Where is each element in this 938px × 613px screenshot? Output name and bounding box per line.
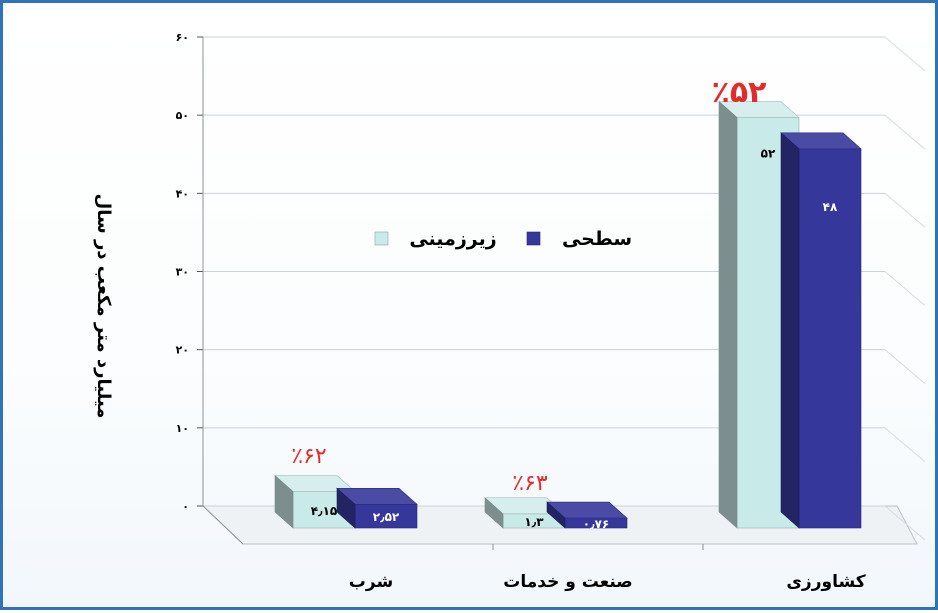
gridline-depth	[884, 192, 926, 228]
bar-value-label: ۲٫۵۲	[373, 510, 400, 524]
legend-swatch	[374, 231, 389, 246]
y-tick-label: ۴۰	[176, 187, 189, 200]
gridline-depth	[884, 271, 926, 306]
bar-value-label: ۱٫۳	[524, 515, 544, 529]
category-label: کشاورزی	[786, 572, 865, 592]
y-tick-label: ۰	[182, 500, 189, 513]
y-tick-label: ۶۰	[176, 31, 189, 44]
gridline-depth	[884, 427, 926, 463]
gridline-depth	[884, 349, 926, 385]
legend-label: زیرزمینی	[409, 228, 496, 250]
y-tick-label: ۱۰	[176, 422, 189, 435]
bar-side-face	[718, 100, 738, 529]
bar-side-face	[336, 487, 356, 529]
category-label: شرب	[349, 572, 393, 592]
y-axis-depth	[202, 505, 244, 545]
gridline-depth	[884, 114, 926, 150]
bar-side-face	[274, 474, 294, 529]
bar-value-label: ۰٫۷۶	[583, 517, 609, 531]
percent-label: ٪۵۲	[712, 75, 767, 110]
bar-value-label: ۵۲	[761, 147, 776, 161]
y-tick-label: ۵۰	[176, 109, 189, 122]
category-label: صنعت و خدمات	[503, 572, 632, 592]
legend-swatch	[526, 231, 541, 246]
bar-chart: ۰ ۱۰ ۲۰ ۳۰ ۴۰ ۵۰ ۶۰ ۴٫۱۵ ۲٫۵۲ شرب ٪۶۲ ۱٫۳ ۰٫۷۶ صنعت و…	[93, 31, 926, 592]
legend-label: سطحی	[562, 228, 632, 250]
bar-surface	[798, 148, 862, 529]
bar-side-face	[484, 497, 504, 529]
y-axis-title: میلیارد متر مکعب در سال	[93, 194, 114, 419]
gridline-depth	[884, 36, 926, 72]
bar-side-face	[780, 132, 800, 529]
y-tick-label: ۲۰	[176, 344, 189, 357]
bar-side-face	[546, 501, 566, 529]
percent-label: ٪۶۲	[291, 444, 326, 469]
bar-value-label: ۴۸	[823, 200, 838, 214]
percent-label: ٪۶۳	[512, 471, 548, 496]
y-tick-label: ۳۰	[176, 266, 189, 279]
gridline-depth	[884, 505, 926, 541]
bar-value-label: ۴٫۱۵	[311, 504, 337, 518]
